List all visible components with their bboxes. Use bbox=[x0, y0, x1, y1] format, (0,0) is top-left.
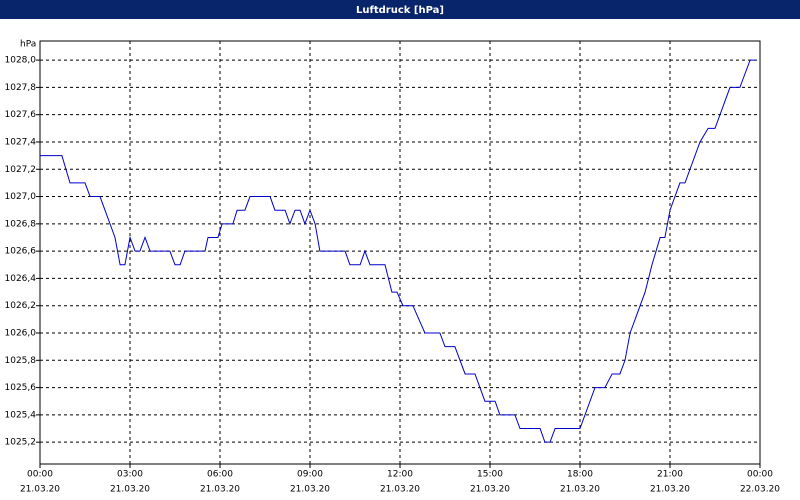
y-tick-label: 1028,0 bbox=[5, 56, 37, 66]
y-tick-label: 1025,8 bbox=[5, 356, 37, 366]
y-tick-label: 1027,2 bbox=[5, 165, 37, 175]
x-tick-date: 21.03.20 bbox=[380, 485, 420, 495]
y-axis-label: hPa bbox=[20, 40, 36, 50]
x-tick-label: 06:00 bbox=[207, 470, 233, 480]
x-tick-label: 00:00 bbox=[27, 470, 53, 480]
x-tick-label: 15:00 bbox=[477, 470, 503, 480]
x-tick-label: 18:00 bbox=[567, 470, 593, 480]
y-tick-label: 1026,0 bbox=[5, 329, 37, 339]
chart-title: Luftdruck [hPa] bbox=[356, 5, 444, 16]
title-bar bbox=[0, 0, 800, 19]
x-tick-label: 03:00 bbox=[117, 470, 143, 480]
y-tick-label: 1027,8 bbox=[5, 83, 37, 93]
y-tick-label: 1026,6 bbox=[5, 247, 37, 257]
x-tick-label: 21:00 bbox=[657, 470, 683, 480]
y-tick-label: 1027,4 bbox=[5, 137, 37, 147]
y-tick-label: 1025,6 bbox=[5, 383, 37, 393]
y-tick-label: 1025,2 bbox=[5, 438, 37, 448]
y-tick-label: 1027,6 bbox=[5, 110, 37, 120]
x-tick-date: 21.03.20 bbox=[650, 485, 690, 495]
x-tick-date: 21.03.20 bbox=[560, 485, 600, 495]
y-tick-label: 1026,2 bbox=[5, 301, 37, 311]
x-tick-date: 21.03.20 bbox=[200, 485, 240, 495]
x-tick-date: 21.03.20 bbox=[290, 485, 330, 495]
data-line bbox=[40, 59, 755, 443]
x-tick-date: 22.03.20 bbox=[740, 485, 780, 495]
x-tick-date: 21.03.20 bbox=[110, 485, 150, 495]
y-tick-label: 1027,0 bbox=[5, 192, 37, 202]
x-tick-label: 09:00 bbox=[297, 470, 323, 480]
x-tick-date: 21.03.20 bbox=[470, 485, 510, 495]
x-tick-label: 00:00 bbox=[747, 470, 773, 480]
y-tick-label: 1025,4 bbox=[5, 410, 37, 420]
x-tick-date: 21.03.20 bbox=[20, 485, 60, 495]
plot-border bbox=[39, 40, 761, 465]
y-tick-label: 1026,4 bbox=[5, 274, 37, 284]
x-tick-label: 12:00 bbox=[387, 470, 413, 480]
y-tick-label: 1026,8 bbox=[5, 219, 37, 229]
